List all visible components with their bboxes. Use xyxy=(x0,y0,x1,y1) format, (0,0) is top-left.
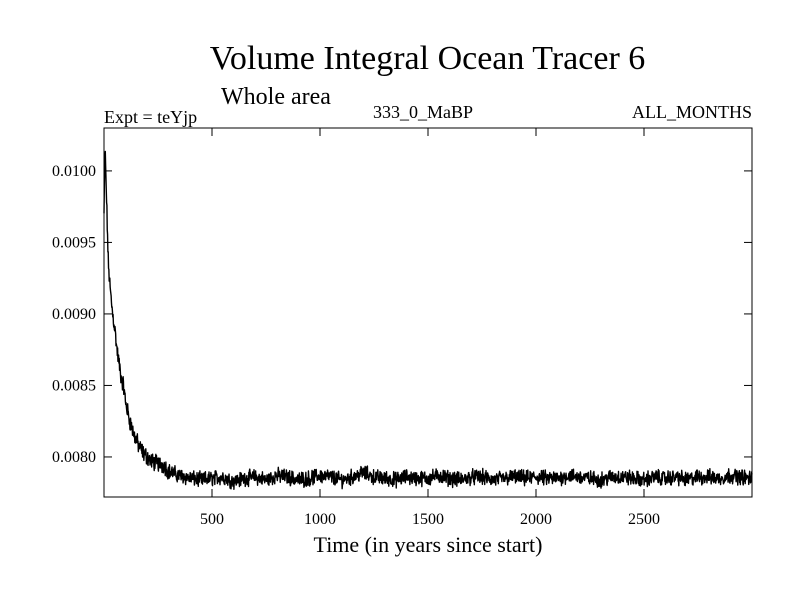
chart-title: Volume Integral Ocean Tracer 6 xyxy=(209,40,646,77)
y-tick-label: 0.0085 xyxy=(52,377,96,394)
x-axis-label: Time (in years since start) xyxy=(313,532,543,557)
x-tick-label: 2500 xyxy=(628,511,660,528)
chart-subtitle: Whole area xyxy=(221,84,331,110)
plot-frame xyxy=(103,127,753,498)
experiment-label: Expt = teYjp xyxy=(104,107,198,127)
y-tick-label: 0.0095 xyxy=(52,234,96,251)
period-label: 333_0_MaBP xyxy=(373,102,474,122)
y-tick-label: 0.0080 xyxy=(52,449,96,466)
x-tick-label: 2000 xyxy=(520,511,552,528)
y-tick-label: 0.0100 xyxy=(52,163,96,180)
x-tick-label: 1500 xyxy=(412,511,444,528)
x-tick-label: 500 xyxy=(200,511,224,528)
series-line xyxy=(103,150,753,491)
y-tick-label: 0.0090 xyxy=(52,306,96,323)
x-tick-label: 1000 xyxy=(304,511,336,528)
months-label: ALL_MONTHS xyxy=(632,102,752,122)
